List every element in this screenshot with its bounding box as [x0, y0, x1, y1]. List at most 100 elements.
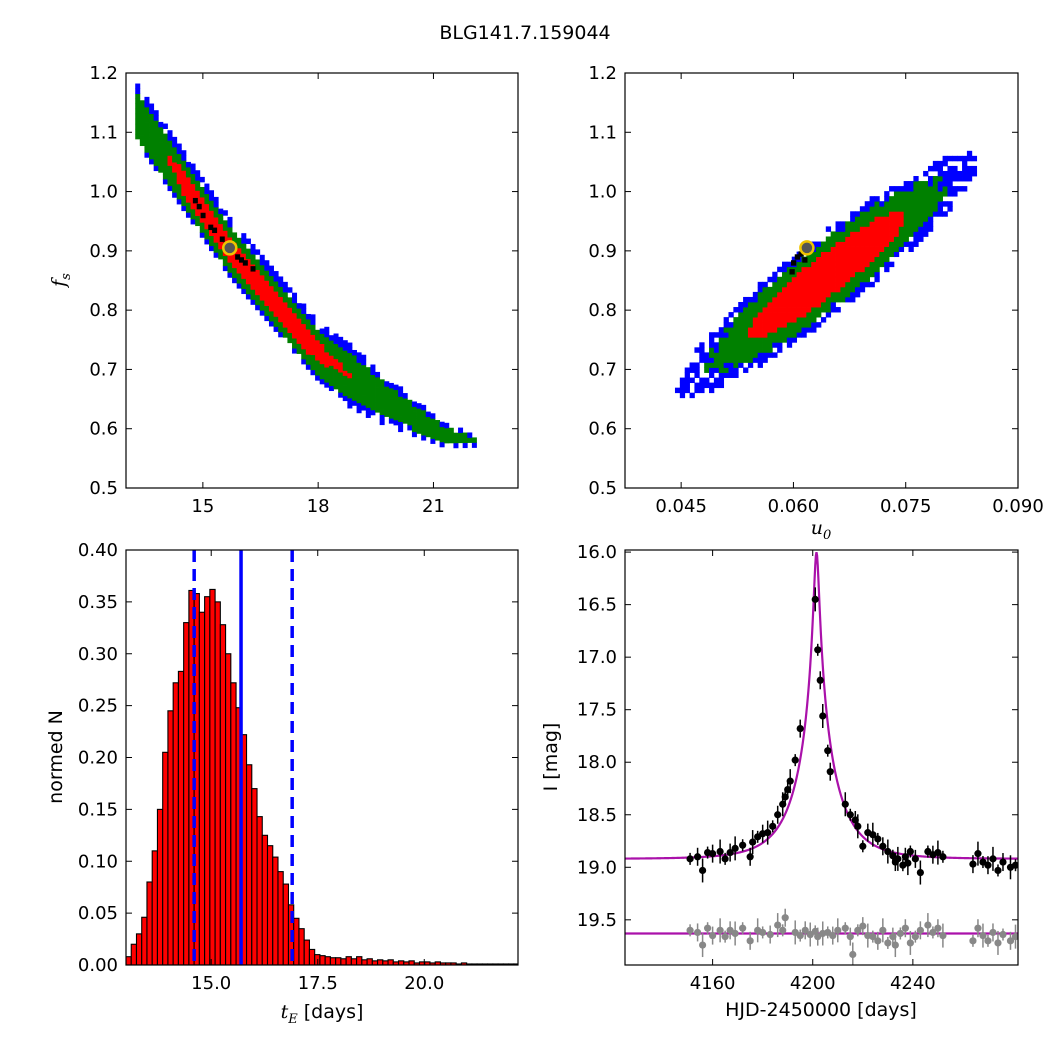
contour-cell [245, 288, 251, 295]
contour-cell [767, 296, 773, 303]
contour-cell [738, 332, 744, 338]
contour-cell [213, 222, 219, 228]
histogram-bar [204, 596, 211, 965]
contour-cell [786, 301, 793, 308]
contour-cell [158, 126, 164, 133]
contour-cell [713, 357, 720, 363]
contour-cell [324, 331, 330, 338]
contour-cell [796, 296, 802, 303]
contour-cell [806, 271, 812, 278]
contour-cell [864, 206, 870, 212]
residual-point [939, 931, 947, 940]
contour-cell [820, 266, 827, 273]
contour-cell [723, 357, 729, 363]
contour-cell [918, 181, 924, 187]
contour-cell [709, 352, 715, 358]
contour-cell [135, 128, 141, 135]
contour-cell [282, 291, 288, 298]
contour-cell [149, 128, 155, 135]
contour-cell [893, 246, 900, 252]
contour-cell [898, 236, 905, 242]
contour-cell [421, 430, 427, 436]
contour-cell [859, 231, 866, 237]
contour-cell [135, 108, 141, 115]
contour-cell [850, 241, 856, 247]
contour-cell [384, 411, 390, 417]
contour-cell [913, 196, 919, 202]
contour-cell [718, 347, 725, 353]
contour-cell [767, 301, 773, 308]
contour-cell [786, 327, 793, 333]
data-point [693, 853, 702, 861]
contour-cell [816, 307, 822, 313]
contour-cell [801, 322, 807, 328]
y-tick-label: 17.0 [577, 647, 617, 668]
contour-cell [411, 401, 417, 407]
contour-cell [845, 221, 851, 227]
contour-cell [864, 261, 870, 268]
contour-cell [723, 372, 729, 378]
contour-cell [782, 261, 788, 268]
contour-cell [356, 397, 362, 404]
contour-cell [296, 313, 302, 319]
contour-cell [927, 221, 934, 227]
residual-point [999, 930, 1007, 939]
contour-cell [139, 120, 145, 126]
contour-cell [762, 281, 768, 288]
contour-cell [356, 407, 362, 414]
contour-cell [835, 231, 841, 237]
contour-cell [971, 155, 978, 162]
contour-cell [218, 253, 224, 260]
contour-cell [864, 221, 870, 227]
data-point [894, 855, 902, 863]
contour-cell [421, 419, 427, 426]
contour-cell [884, 206, 890, 212]
contour-cell [379, 414, 385, 421]
contour-cell [264, 295, 270, 301]
contour-cell [379, 384, 385, 390]
contour-cell [273, 286, 279, 292]
contour-cell [338, 392, 344, 398]
contour-cell [333, 353, 339, 360]
contour-cell [879, 226, 885, 232]
contour-cell [957, 186, 963, 192]
contour-cell [172, 192, 178, 198]
data-point [686, 855, 694, 863]
contour-cell [743, 332, 749, 338]
contour-cell [767, 327, 773, 333]
contour-cell [898, 241, 905, 247]
contour-cell [361, 405, 367, 411]
contour-cell [840, 296, 846, 303]
contour-cell [149, 153, 155, 160]
contour-cell [347, 342, 353, 349]
contour-cell-core [798, 251, 804, 257]
histogram-bar [277, 871, 284, 965]
contour-cell [296, 333, 302, 339]
contour-cell [315, 365, 321, 371]
contour-cell [762, 322, 768, 328]
contour-cell [268, 270, 274, 277]
contour-cell [854, 231, 861, 237]
contour-cell [324, 336, 330, 343]
contour-cell [845, 296, 851, 303]
contour-cell [236, 247, 242, 254]
contour-cell [752, 342, 759, 348]
contour-cell [889, 226, 895, 232]
contour-cell [908, 191, 914, 197]
contour-cell [903, 211, 909, 217]
contour-cell [227, 272, 233, 278]
contour-cell [292, 338, 298, 344]
contour-cell [694, 367, 700, 373]
contour-cell [840, 291, 846, 298]
contour-cell [709, 372, 715, 378]
y-tick-label: 18.5 [577, 805, 617, 826]
contour-cell [190, 218, 196, 225]
data-point [786, 777, 794, 785]
contour-cell [292, 322, 298, 329]
contour-cell [786, 261, 793, 268]
histogram-bar [126, 956, 132, 965]
histogram-bar [146, 881, 153, 965]
contour-cell [674, 387, 681, 394]
contour-cell [227, 267, 233, 273]
contour-cell [923, 206, 929, 212]
